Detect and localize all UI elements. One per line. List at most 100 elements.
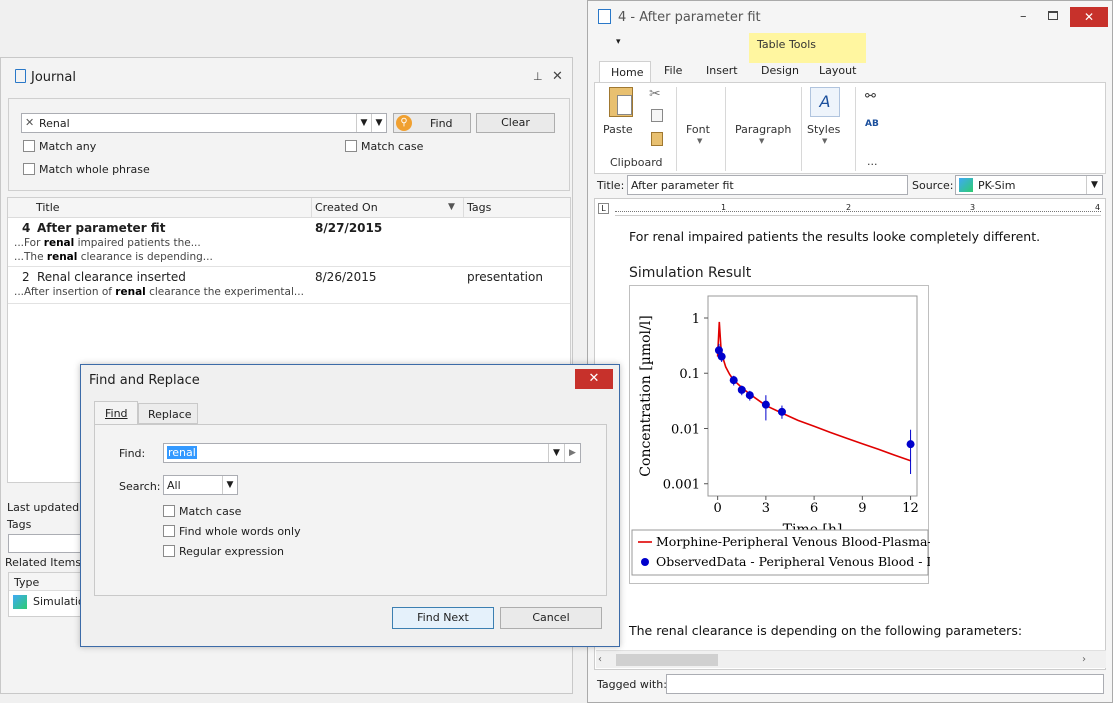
- cancel-button[interactable]: Cancel: [500, 607, 602, 629]
- scroll-right-icon[interactable]: ›: [1082, 654, 1086, 665]
- scroll-thumb[interactable]: [616, 654, 718, 666]
- chevron-down-icon[interactable]: ▼: [356, 114, 371, 132]
- tab-find[interactable]: Find: [94, 401, 138, 425]
- row-snippet: ...After insertion of renal clearance th…: [14, 286, 304, 298]
- styles-icon[interactable]: A: [810, 87, 840, 117]
- find-button-label: Find: [430, 117, 453, 130]
- match-any-checkbox[interactable]: [23, 140, 35, 152]
- dropdown-arrow-icon[interactable]: ▼: [371, 114, 386, 132]
- col-type[interactable]: Type: [14, 576, 40, 589]
- ribbon-body: Paste ✂ Clipboard Font ▼ Paragraph ▼ A S…: [594, 82, 1106, 174]
- tab-replace[interactable]: Replace: [138, 403, 198, 424]
- row-tags: presentation: [467, 270, 543, 284]
- find-binoculars-icon[interactable]: ⚯: [865, 89, 876, 104]
- paragraph-button[interactable]: Paragraph: [735, 123, 792, 136]
- ruler[interactable]: 1 2 3 4: [615, 203, 1101, 216]
- title-input[interactable]: After parameter fit: [627, 175, 908, 195]
- minimize-icon[interactable]: –: [1020, 9, 1027, 24]
- col-title[interactable]: Title: [36, 201, 60, 214]
- match-case-checkbox[interactable]: [345, 140, 357, 152]
- clear-search-icon[interactable]: ✕: [25, 116, 35, 129]
- whole-words-label: Find whole words only: [179, 525, 301, 538]
- chevron-down-icon[interactable]: ▼: [1086, 176, 1102, 194]
- copy-icon[interactable]: [651, 109, 663, 122]
- data-point: [777, 407, 786, 416]
- tab-design[interactable]: Design: [761, 64, 799, 77]
- journal-title: Journal: [31, 70, 76, 85]
- tagged-with-input[interactable]: [666, 674, 1104, 694]
- font-dropdown-icon: ▼: [697, 137, 703, 145]
- whole-words-checkbox[interactable]: [163, 525, 175, 537]
- data-point: [745, 391, 754, 400]
- document-window: 4 - After parameter fit – ✕ ▾ Table Tool…: [587, 0, 1113, 703]
- row-title: After parameter fit: [37, 221, 166, 235]
- dialog-title: Find and Replace: [89, 373, 200, 388]
- search-query: Renal: [39, 117, 70, 130]
- window-title: 4 - After parameter fit: [618, 10, 761, 25]
- window-close-button[interactable]: ✕: [1070, 7, 1108, 27]
- clear-button[interactable]: Clear: [476, 113, 555, 133]
- tab-stop-icon[interactable]: L: [598, 203, 609, 214]
- format-painter-icon[interactable]: [651, 132, 663, 146]
- search-label: Search:: [119, 480, 161, 493]
- tab-layout[interactable]: Layout: [819, 64, 857, 77]
- more-button[interactable]: ...: [867, 155, 878, 168]
- sort-desc-icon[interactable]: ▼: [448, 202, 455, 212]
- font-button[interactable]: Font: [686, 123, 710, 136]
- col-tags[interactable]: Tags: [467, 201, 492, 214]
- close-icon[interactable]: ✕: [552, 69, 563, 84]
- cut-icon[interactable]: ✂: [649, 86, 661, 102]
- match-whole-phrase-checkbox[interactable]: [23, 163, 35, 175]
- related-item[interactable]: Simulation: [33, 595, 92, 608]
- journal-search-box: ✕ Renal ▼ ▼ ⚲ Find Clear Match any Match…: [8, 98, 570, 191]
- tab-insert[interactable]: Insert: [706, 64, 738, 77]
- col-created-on[interactable]: Created On: [315, 201, 378, 214]
- search-scope-value: All: [167, 479, 181, 492]
- match-case-checkbox[interactable]: [163, 505, 175, 517]
- ruler-mark: 3: [970, 203, 976, 212]
- match-case-label: Match case: [179, 505, 242, 518]
- find-input[interactable]: renal ▼ ▶: [163, 443, 581, 463]
- table-row[interactable]: 4 After parameter fit 8/27/2015 ...For r…: [8, 219, 570, 267]
- ribbon-tabs: Home File Insert Design Layout: [594, 60, 1106, 84]
- source-select[interactable]: PK-Sim ▼: [955, 175, 1103, 195]
- row-number: 2: [22, 270, 30, 284]
- find-value: renal: [167, 446, 197, 459]
- scroll-left-icon[interactable]: ‹: [598, 654, 602, 665]
- regex-checkbox[interactable]: [163, 545, 175, 557]
- chevron-down-icon[interactable]: ▼: [222, 476, 237, 494]
- chevron-down-icon[interactable]: ▼: [548, 444, 564, 462]
- data-point: [717, 352, 726, 361]
- row-snippet: ...The renal clearance is depending...: [14, 251, 213, 263]
- dialog-close-button[interactable]: ✕: [575, 369, 613, 389]
- journal-search-input[interactable]: ✕ Renal ▼ ▼: [21, 113, 387, 133]
- maximize-icon[interactable]: [1048, 11, 1058, 20]
- ruler-mark: 4: [1095, 203, 1101, 212]
- tab-home[interactable]: Home: [599, 61, 651, 83]
- row-created-on: 8/27/2015: [315, 221, 383, 235]
- match-any-label: Match any: [39, 140, 97, 153]
- tab-file[interactable]: File: [664, 64, 683, 77]
- x-tick-label: 0: [714, 501, 722, 516]
- document-editor[interactable]: L 1 2 3 4 For renal impaired patients th…: [594, 198, 1106, 670]
- find-button[interactable]: ⚲ Find: [393, 113, 471, 133]
- tags-input[interactable]: [8, 534, 88, 553]
- horizontal-scrollbar[interactable]: ‹ ›: [596, 650, 1106, 668]
- ruler-mark: 1: [721, 203, 727, 212]
- paste-icon[interactable]: [609, 87, 633, 117]
- section-heading: Simulation Result: [629, 265, 752, 281]
- table-row[interactable]: 2 Renal clearance inserted 8/26/2015 pre…: [8, 268, 570, 304]
- data-point: [714, 346, 723, 355]
- data-point: [729, 376, 738, 385]
- regex-label: Regular expression: [179, 545, 285, 558]
- find-next-button[interactable]: Find Next: [392, 607, 494, 629]
- search-scope-select[interactable]: All ▼: [163, 475, 238, 495]
- quick-access-toolbar[interactable]: ▾: [616, 37, 621, 47]
- styles-button[interactable]: Styles: [807, 123, 841, 136]
- chevron-right-icon[interactable]: ▶: [564, 444, 580, 462]
- related-items-label: Related Items: [5, 556, 82, 569]
- vertical-scrollbar[interactable]: [1092, 219, 1104, 649]
- pin-icon[interactable]: ⊥: [533, 70, 543, 83]
- replace-icon[interactable]: AB: [865, 119, 879, 129]
- paste-button[interactable]: Paste: [603, 123, 633, 136]
